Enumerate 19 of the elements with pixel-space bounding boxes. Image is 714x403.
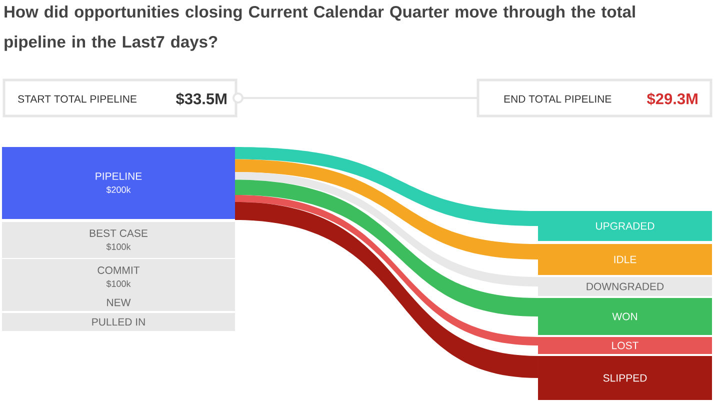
category-label: SLIPPED: [603, 374, 647, 382]
data-label: $100k: [106, 243, 131, 250]
category-label: DOWNGRADED: [586, 282, 664, 290]
text: START TOTAL PIPELINE: [18, 95, 137, 103]
text: $29.3M: [646, 92, 698, 106]
category-label: BEST CASE: [90, 230, 148, 237]
category-label: PIPELINE: [96, 172, 142, 180]
category-label: LOST: [612, 342, 638, 350]
data-label: $100k: [106, 280, 131, 288]
category-label: WON: [612, 312, 637, 320]
text: How did opportunities closing Current Calendar Quarter move through the total pipeline in the Last7 days?: [4, 6, 635, 51]
category-label: UPGRADED: [596, 222, 654, 230]
text: $33.5M: [176, 92, 226, 106]
category-label: NEW: [107, 298, 131, 306]
text: END TOTAL PIPELINE: [504, 95, 612, 103]
category-label: COMMIT: [98, 266, 140, 274]
data-label: $200k: [106, 186, 131, 194]
category-label: PULLED IN: [92, 318, 145, 326]
category-label: IDLE: [614, 256, 636, 264]
